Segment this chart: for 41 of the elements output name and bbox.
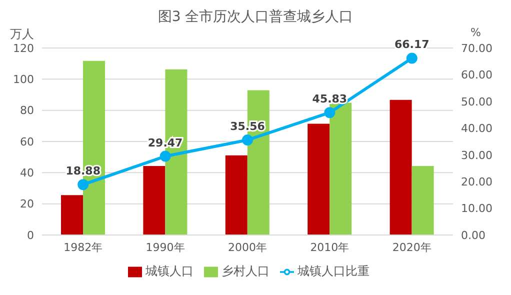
y2-tick-label: 30.00 bbox=[461, 148, 492, 162]
bar bbox=[143, 166, 166, 235]
chart-title: 图3 全市历次人口普查城乡人口 bbox=[156, 8, 354, 26]
data-label: 66.17 bbox=[394, 38, 430, 52]
bar bbox=[308, 124, 330, 235]
data-label: 45.83 bbox=[312, 92, 348, 106]
y-tick-label: 20 bbox=[20, 198, 34, 211]
legend-label: 乡村人口 bbox=[222, 264, 270, 278]
y-tick-label: 100 bbox=[13, 73, 34, 86]
point bbox=[242, 134, 253, 146]
point bbox=[324, 107, 336, 118]
y-tick-label: 40 bbox=[20, 166, 34, 180]
point bbox=[160, 150, 171, 162]
y2-tick-label: 50.00 bbox=[461, 95, 492, 108]
x-tick-label: 1990年 bbox=[146, 240, 185, 254]
y2-tick-label: 0.00 bbox=[461, 228, 486, 242]
bar bbox=[330, 102, 352, 235]
bar bbox=[390, 100, 412, 235]
y-tick-label: 120 bbox=[13, 42, 34, 55]
x-tick-label: 2020年 bbox=[392, 240, 432, 254]
y-tick-label: 80 bbox=[20, 104, 34, 118]
bar bbox=[61, 195, 83, 235]
y2-tick-label: 40.00 bbox=[461, 122, 492, 136]
data-label: 29.47 bbox=[148, 136, 183, 150]
x-tick-label: 2000年 bbox=[228, 240, 267, 254]
y-tick-label: 60 bbox=[20, 135, 34, 148]
y2-axis-title: % bbox=[470, 26, 481, 39]
x-tick-label: 1982年 bbox=[64, 240, 103, 254]
y2-tick-label: 20.00 bbox=[461, 175, 492, 188]
point bbox=[406, 52, 418, 64]
point bbox=[78, 179, 89, 190]
y2-tick-label: 60.00 bbox=[461, 68, 492, 82]
y-axis-title: 万人 bbox=[10, 26, 34, 43]
legend-label: 城镇人口 bbox=[146, 264, 194, 278]
y2-tick-label: 70.00 bbox=[461, 42, 492, 55]
bar bbox=[412, 166, 434, 235]
legend-label: 城镇人口比重 bbox=[298, 264, 370, 278]
bar bbox=[225, 155, 248, 235]
x-tick-label: 2010年 bbox=[310, 240, 350, 254]
y2-tick-label: 10.00 bbox=[461, 202, 492, 216]
y-tick-label: 0 bbox=[27, 228, 34, 242]
